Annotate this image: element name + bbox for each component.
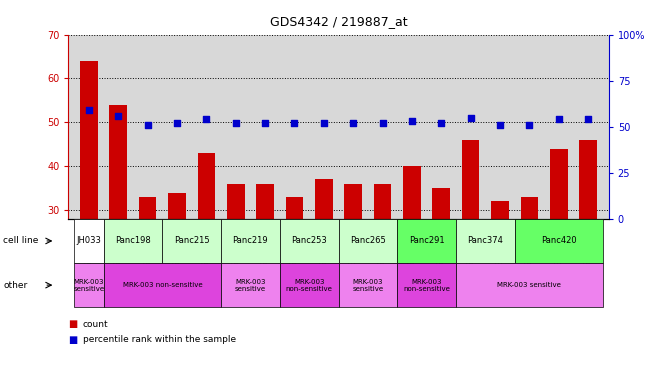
Text: JH033: JH033 (76, 237, 102, 245)
Point (553, 116, 564, 122)
Text: other: other (3, 281, 27, 290)
Point (289, 120, 299, 126)
Point (84, 107, 94, 113)
Text: MRK-003
sensitive: MRK-003 sensitive (235, 279, 266, 291)
Bar (521, 197, 538, 342)
Point (172, 120, 182, 126)
Text: ■: ■ (68, 319, 77, 329)
Bar (579, 140, 597, 342)
Point (583, 116, 593, 122)
Point (318, 120, 329, 126)
Text: MRK-003
sensitive: MRK-003 sensitive (74, 279, 104, 291)
Bar (227, 184, 245, 342)
Point (524, 122, 534, 128)
Point (378, 120, 388, 126)
Text: GDS4342 / 219887_at: GDS4342 / 219887_at (270, 15, 408, 28)
Text: Panc253: Panc253 (291, 237, 327, 245)
Point (407, 118, 417, 124)
Bar (139, 197, 156, 342)
Text: MRK-003
sensitive: MRK-003 sensitive (352, 279, 383, 291)
Text: cell line: cell line (3, 237, 38, 245)
Point (260, 120, 270, 126)
Point (230, 120, 241, 126)
Text: Panc374: Panc374 (467, 237, 503, 245)
Text: MRK-003 non-sensitive: MRK-003 non-sensitive (122, 282, 202, 288)
Text: ■: ■ (68, 335, 77, 345)
Text: MRK-003 sensitive: MRK-003 sensitive (497, 282, 561, 288)
Bar (403, 166, 421, 342)
Point (465, 114, 476, 121)
Point (436, 120, 447, 126)
Text: Panc420: Panc420 (541, 237, 577, 245)
Bar (432, 188, 450, 342)
Text: count: count (83, 320, 108, 329)
Point (495, 122, 505, 128)
Bar (256, 184, 274, 342)
Bar (492, 201, 509, 342)
Bar (462, 140, 480, 342)
Bar (286, 197, 303, 342)
Point (143, 122, 153, 128)
Text: Panc265: Panc265 (350, 237, 386, 245)
Bar (109, 105, 127, 342)
Point (113, 113, 124, 119)
Point (348, 120, 359, 126)
Text: MRK-003
non-sensitive: MRK-003 non-sensitive (403, 279, 450, 291)
Text: Panc215: Panc215 (174, 237, 210, 245)
Text: Panc291: Panc291 (409, 237, 445, 245)
Bar (80, 61, 98, 342)
Bar (168, 192, 186, 342)
Point (201, 116, 212, 122)
Text: Panc198: Panc198 (115, 237, 151, 245)
Bar (344, 184, 362, 342)
Bar (197, 153, 215, 342)
Bar (550, 149, 568, 342)
Text: MRK-003
non-sensitive: MRK-003 non-sensitive (286, 279, 333, 291)
Text: percentile rank within the sample: percentile rank within the sample (83, 335, 236, 344)
Bar (374, 184, 391, 342)
Bar (315, 179, 333, 342)
Text: Panc219: Panc219 (232, 237, 268, 245)
